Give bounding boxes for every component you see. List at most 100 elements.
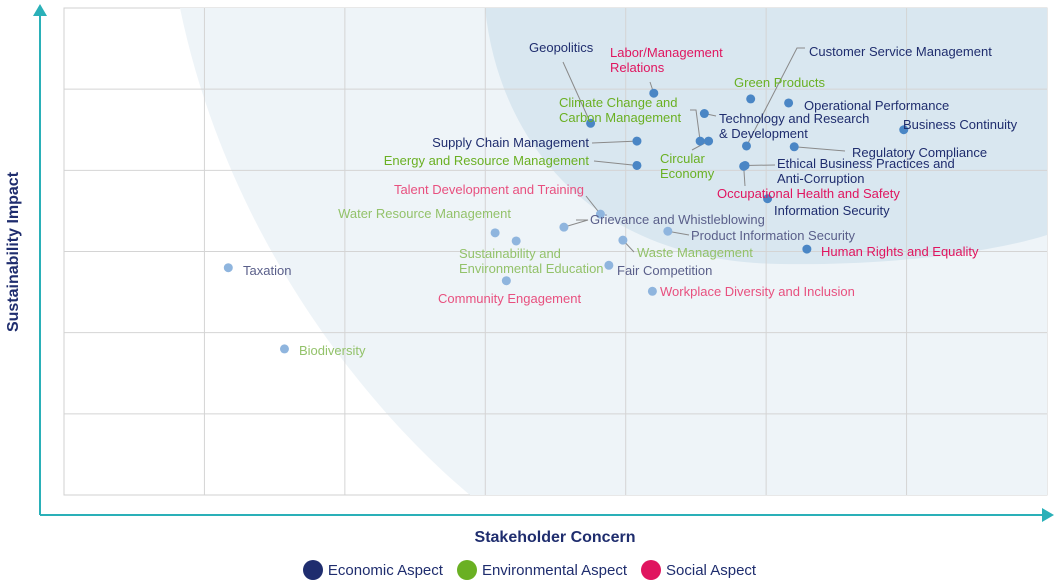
data-label-line: Talent Development and Training <box>394 182 584 197</box>
data-label-line: Customer Service Management <box>809 44 992 59</box>
data-label-line: Geopolitics <box>529 40 594 55</box>
data-labels: Geopolitics Labor/Management Relations Clim… <box>243 40 1018 358</box>
data-point[interactable] <box>802 244 812 254</box>
data-point[interactable] <box>490 228 500 238</box>
data-label: Taxation <box>243 263 291 278</box>
data-label-line: Carbon Management <box>559 110 682 125</box>
y-axis-label: Sustainability Impact <box>5 171 22 332</box>
data-label: Water Resource Management <box>338 206 511 221</box>
data-label-line: Grievance and Whistleblowing <box>590 212 765 227</box>
x-axis-arrow-icon <box>1042 508 1054 522</box>
data-label: Information Security <box>774 203 890 218</box>
data-point[interactable] <box>501 276 511 286</box>
data-label-line: Fair Competition <box>617 263 712 278</box>
economic-swatch-icon <box>302 560 323 580</box>
data-label-line: Energy and Resource Management <box>384 153 590 168</box>
leader-line <box>746 47 805 147</box>
data-label-line: Environmental Education <box>459 261 604 276</box>
data-label: Energy and Resource Management <box>384 153 590 168</box>
data-label: Circular Economy <box>660 151 715 181</box>
data-label: Talent Development and Training <box>394 182 584 197</box>
data-label-line: Occupational Health and Safety <box>717 186 900 201</box>
data-point[interactable] <box>618 235 628 245</box>
data-label-line: Supply Chain Management <box>432 135 589 150</box>
data-point[interactable] <box>632 136 642 146</box>
data-label: Grievance and Whistleblowing <box>590 212 765 227</box>
leader-line <box>562 61 592 124</box>
data-label: Geopolitics <box>529 40 594 55</box>
data-point[interactable] <box>695 136 705 146</box>
data-point[interactable] <box>632 160 642 170</box>
data-point[interactable] <box>763 194 773 204</box>
data-point[interactable] <box>279 344 289 354</box>
data-point[interactable] <box>789 142 799 152</box>
data-label: Climate Change and Carbon Management <box>559 95 682 125</box>
materiality-matrix: Stakeholder Concern Sustainability Impac… <box>5 4 1054 546</box>
data-point[interactable] <box>595 209 605 219</box>
data-label-line: Information Security <box>774 203 890 218</box>
data-label: Regulatory Compliance <box>852 145 987 160</box>
legend: Economic Aspect Environmental Aspect Soc… <box>0 560 1059 580</box>
data-point[interactable] <box>746 94 756 104</box>
data-label: Labor/Management Relations <box>610 45 723 75</box>
data-label: Ethical Business Practices and Anti-Corru… <box>777 156 955 186</box>
data-label-line: Business Continuity <box>903 117 1018 132</box>
leader-line <box>591 140 637 144</box>
data-label-line: Waste Management <box>637 245 753 260</box>
data-label-line: & Development <box>719 126 808 141</box>
data-label-line: Workplace Diversity and Inclusion <box>660 284 855 299</box>
data-label-line: Climate Change and <box>559 95 678 110</box>
data-point[interactable] <box>739 161 749 171</box>
data-label-line: Community Engagement <box>438 291 581 306</box>
axes: Stakeholder Concern Sustainability Impac… <box>5 4 1054 546</box>
data-point[interactable] <box>741 141 751 151</box>
legend-label: Environmental Aspect <box>481 561 628 579</box>
legend-label: Social Aspect <box>666 561 757 579</box>
data-label: Fair Competition <box>617 263 712 278</box>
data-label: Supply Chain Management <box>432 135 589 150</box>
leader-line <box>593 160 638 166</box>
data-point[interactable] <box>586 118 596 128</box>
x-axis-label: Stakeholder Concern <box>475 529 636 546</box>
legend-item-economic: Economic Aspect <box>302 560 443 580</box>
leader-line <box>563 219 589 228</box>
data-label-line: Sustainability and <box>459 246 561 261</box>
leader-lines <box>562 47 846 253</box>
data-point[interactable] <box>699 109 709 119</box>
data-label: Technology and Research & Development <box>719 111 869 141</box>
social-swatch-icon <box>641 560 662 580</box>
data-label-line: Taxation <box>243 263 291 278</box>
data-label: Human Rights and Equality <box>821 244 979 259</box>
environmental-swatch-icon <box>456 560 477 580</box>
data-label-line: Ethical Business Practices and <box>777 156 955 171</box>
data-point[interactable] <box>704 136 714 146</box>
data-label: Biodiversity <box>299 343 366 358</box>
data-label: Product Information Security <box>691 228 856 243</box>
data-label-line: Economy <box>660 166 715 181</box>
data-label-line: Human Rights and Equality <box>821 244 979 259</box>
data-label: Business Continuity <box>903 117 1018 132</box>
data-label: Sustainability and Environmental Educatio… <box>459 246 604 276</box>
data-label-line: Labor/Management <box>610 45 723 60</box>
data-point[interactable] <box>647 286 657 296</box>
data-point[interactable] <box>784 98 794 108</box>
y-axis-arrow-icon <box>33 4 47 16</box>
data-label: Community Engagement <box>438 291 581 306</box>
data-point[interactable] <box>559 222 569 232</box>
data-label: Operational Performance <box>804 98 949 113</box>
data-point[interactable] <box>223 263 233 273</box>
data-label-line: Circular <box>660 151 705 166</box>
legend-item-social: Social Aspect <box>641 560 756 580</box>
data-label-line: Operational Performance <box>804 98 949 113</box>
data-label-line: Product Information Security <box>691 228 856 243</box>
data-label-line: Biodiversity <box>299 343 366 358</box>
data-point[interactable] <box>899 125 909 135</box>
data-point[interactable] <box>663 226 673 236</box>
data-label-line: Relations <box>610 60 665 75</box>
data-label: Occupational Health and Safety <box>717 186 900 201</box>
data-point[interactable] <box>511 236 521 246</box>
data-point[interactable] <box>604 260 614 270</box>
data-label: Green Products <box>734 75 826 90</box>
data-point[interactable] <box>649 88 659 98</box>
data-label: Waste Management <box>637 245 753 260</box>
